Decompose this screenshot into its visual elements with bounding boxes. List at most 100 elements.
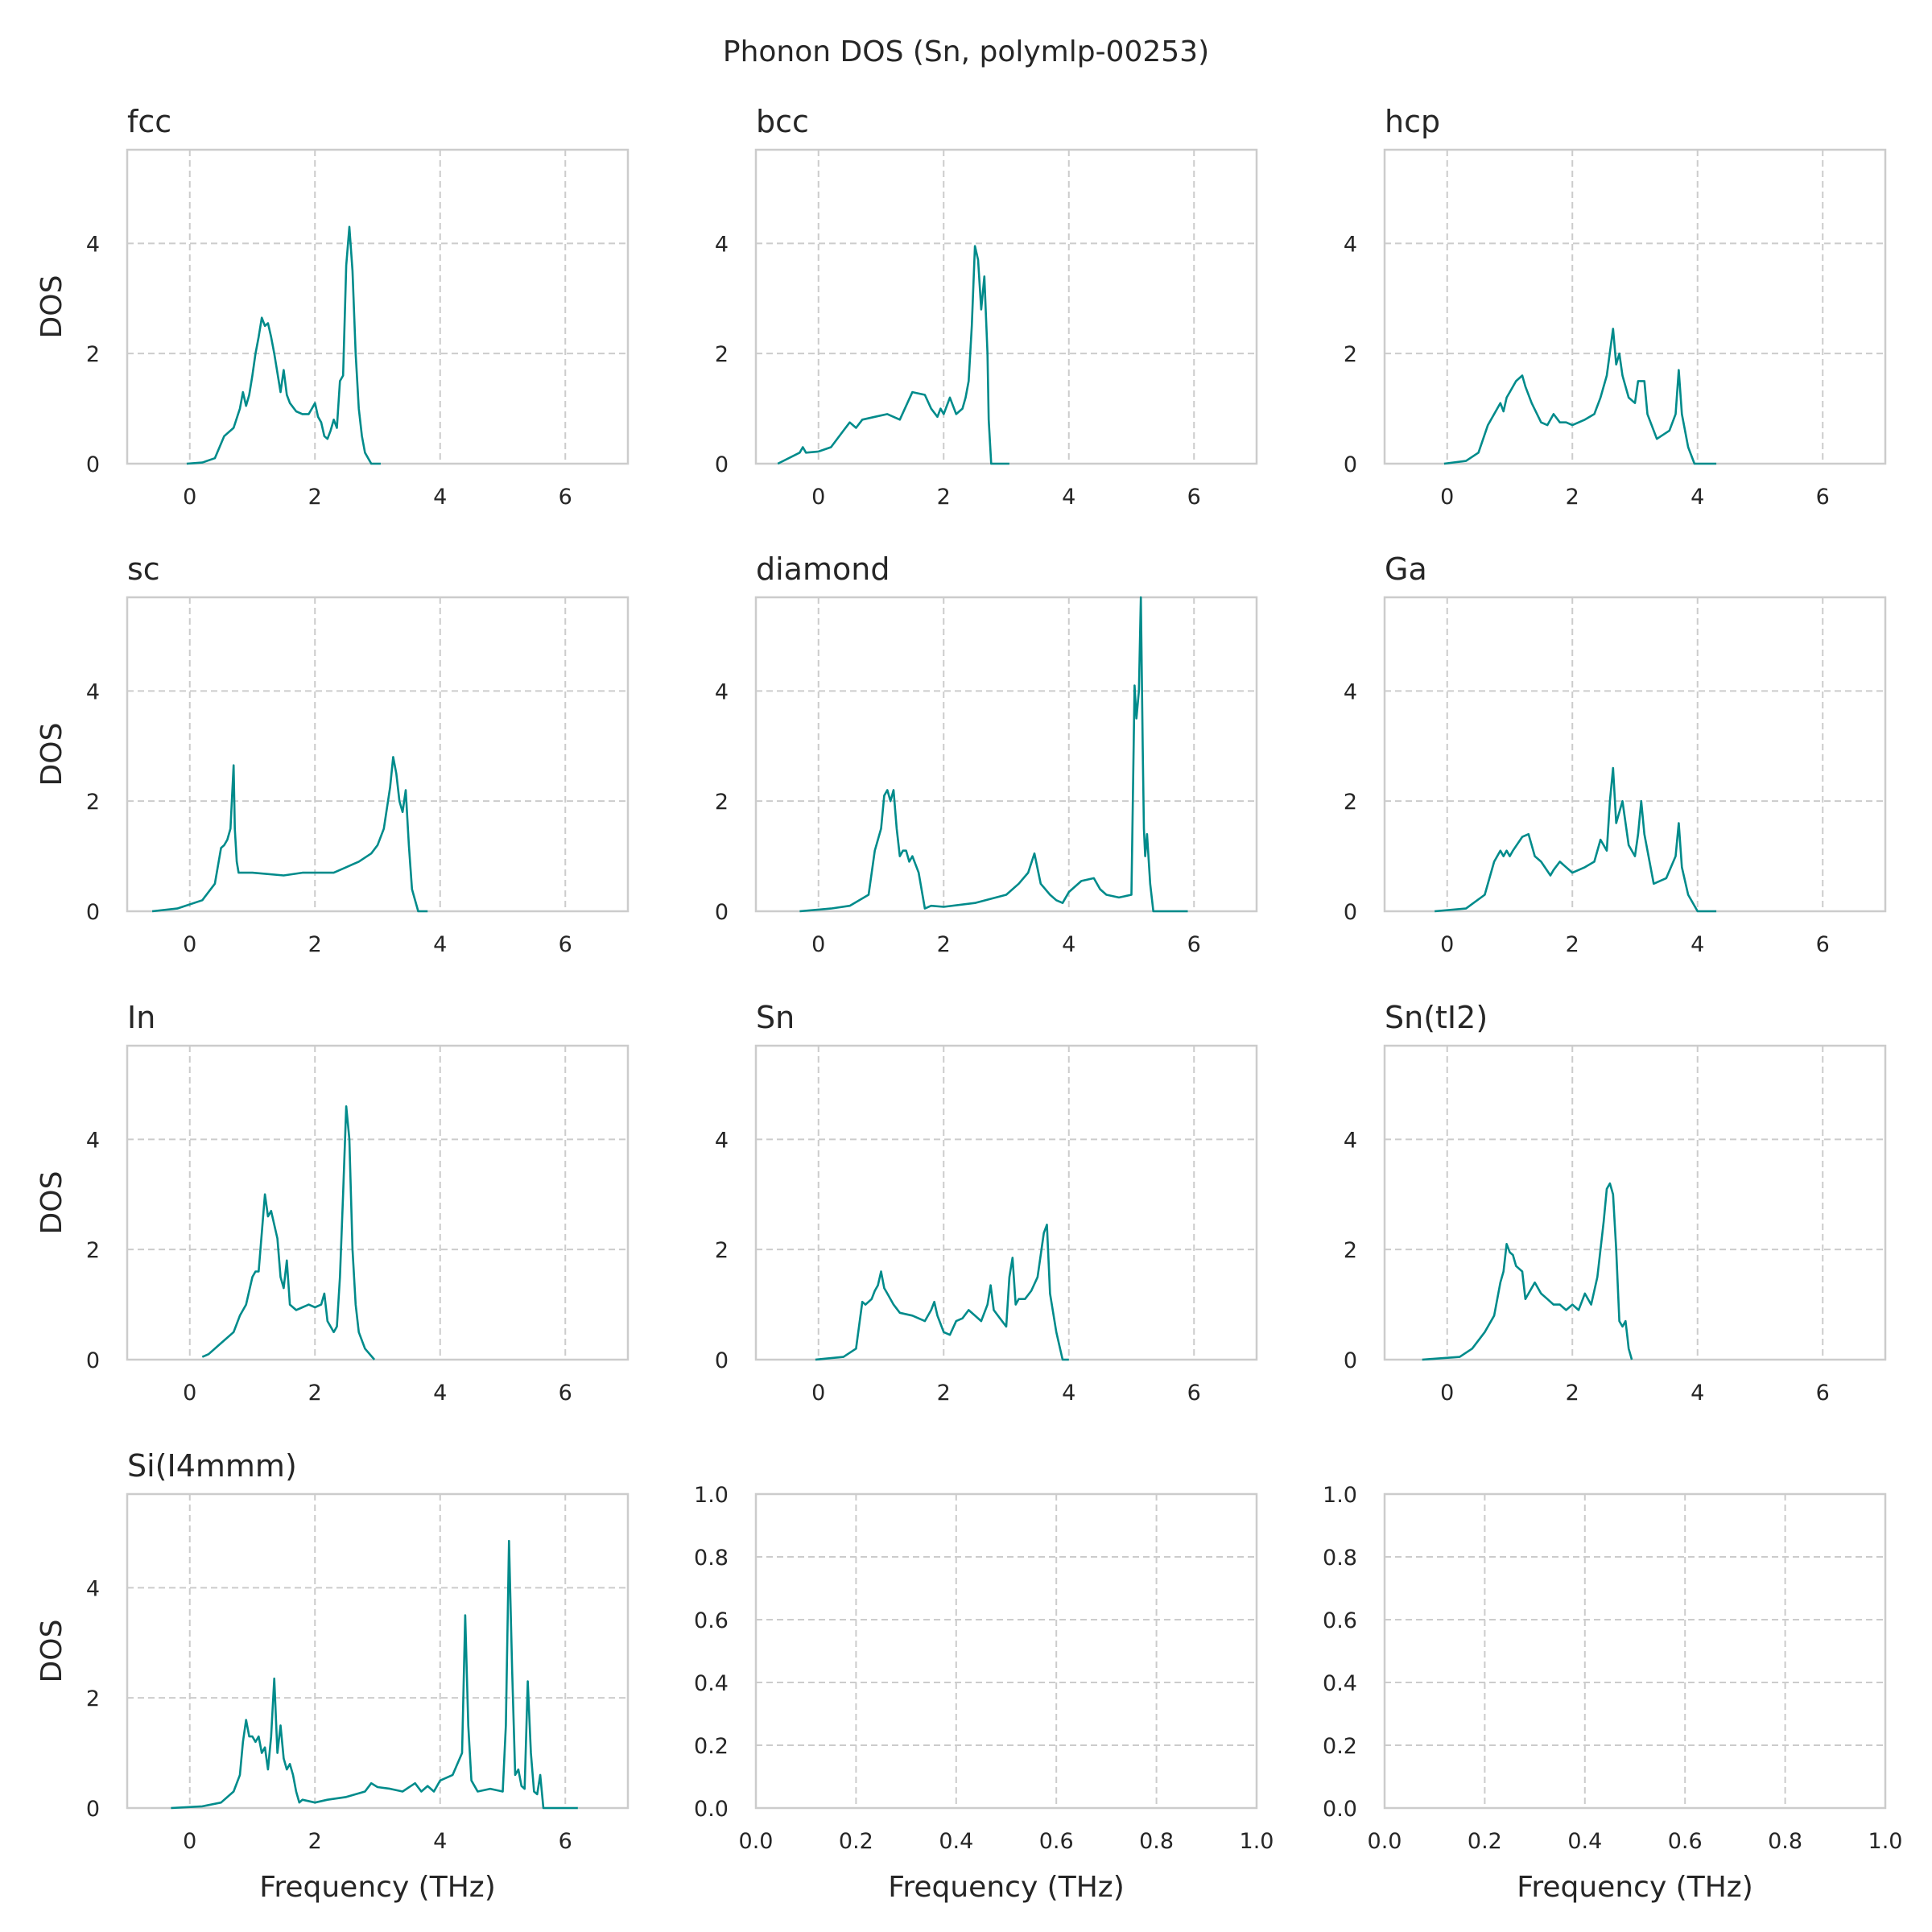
y-tick-label: 0.2	[1323, 1734, 1357, 1759]
y-tick-label: 2	[715, 342, 729, 367]
axes-frame	[1383, 1044, 1887, 1361]
dos-panel: 0 2 4 6 0 2 4 diamond	[715, 551, 1258, 957]
y-axis-label: DOS	[35, 1620, 68, 1683]
y-tick-label: 0.6	[694, 1608, 729, 1633]
dos-curve	[777, 245, 1009, 465]
dos-panel: 0 2 4 6 0 2 4 bcc	[715, 104, 1258, 510]
axes-frame	[1383, 596, 1887, 913]
x-tick-label: 2	[1566, 932, 1579, 957]
dos-curve	[1422, 1182, 1633, 1361]
x-tick-label: 4	[433, 485, 447, 510]
dos-panel: 0 2 4 6 0 2 4 Sn(tI2)	[1344, 1000, 1887, 1406]
y-tick-label: 1.0	[694, 1483, 729, 1508]
axes-frame	[126, 1492, 630, 1810]
panel-title: Sn	[756, 1000, 795, 1035]
axes-frame	[126, 596, 630, 913]
y-axis-label: DOS	[35, 1171, 68, 1235]
x-tick-label: 4	[1062, 485, 1075, 510]
x-tick-label: 2	[308, 1381, 322, 1406]
panel-title: diamond	[756, 551, 890, 587]
x-tick-label: 4	[1062, 1381, 1075, 1406]
dos-curve	[1435, 766, 1717, 913]
dos-curve	[799, 596, 1188, 913]
y-tick-label: 0	[1344, 1348, 1357, 1373]
x-tick-label: 6	[1187, 485, 1201, 510]
axes-frame	[754, 596, 1258, 913]
y-tick-label: 0	[86, 1797, 100, 1822]
x-tick-label: 2	[308, 485, 322, 510]
x-tick-label: 4	[1690, 1381, 1704, 1406]
x-tick-label: 4	[433, 932, 447, 957]
y-tick-label: 0	[715, 452, 729, 477]
y-tick-label: 4	[1344, 232, 1357, 257]
y-tick-label: 4	[715, 1128, 729, 1153]
x-tick-label: 6	[559, 1381, 572, 1406]
x-tick-label: 4	[1062, 932, 1075, 957]
x-tick-label: 4	[1690, 932, 1704, 957]
y-tick-label: 2	[1344, 342, 1357, 367]
dos-panel: 0 2 4 6 0 2 4 In DOS	[35, 1000, 630, 1406]
dos-panel: 0.0 0.2 0.4 0.6 0.8 1.0 0.0 0.2 0.4 0.6 0.8 1.0 Freq…	[694, 1483, 1274, 1904]
x-tick-label: 0.6	[1668, 1829, 1703, 1854]
dos-panel: 0 2 4 6 0 2 4 fcc DOS	[35, 104, 630, 510]
axes-frame	[126, 1044, 630, 1361]
y-tick-label: 0	[86, 1348, 100, 1373]
panel-title: bcc	[756, 104, 809, 139]
x-tick-label: 2	[937, 932, 951, 957]
axes-frame	[126, 148, 630, 465]
panel-title: In	[127, 1000, 155, 1035]
y-tick-label: 2	[715, 790, 729, 815]
x-tick-label: 6	[559, 1829, 572, 1854]
x-tick-label: 4	[433, 1381, 447, 1406]
y-tick-label: 2	[715, 1238, 729, 1263]
dos-panel: 0 2 4 6 0 2 4 Ga	[1344, 551, 1887, 957]
figure-title: Phonon DOS (Sn, polymlp-00253)	[723, 35, 1209, 68]
dos-panel: 0 2 4 6 0 2 4 hcp	[1344, 104, 1887, 510]
y-tick-label: 0.8	[694, 1546, 729, 1571]
x-tick-label: 0	[1440, 932, 1454, 957]
x-tick-label: 1.0	[1240, 1829, 1274, 1854]
dos-curve	[201, 1105, 376, 1360]
dos-panel: 0 2 4 6 0 2 4 Si(I4mmm) Frequency (THz) DOS	[35, 1448, 630, 1904]
x-tick-label: 2	[1566, 485, 1579, 510]
x-tick-label: 1.0	[1868, 1829, 1903, 1854]
y-tick-label: 2	[86, 1238, 100, 1263]
y-axis-label: DOS	[35, 275, 68, 339]
y-tick-label: 0.2	[694, 1734, 729, 1759]
panel-title: sc	[127, 551, 160, 587]
panel-title: fcc	[127, 104, 171, 139]
x-tick-label: 0.8	[1139, 1829, 1174, 1854]
y-tick-label: 0.8	[1323, 1546, 1357, 1571]
dos-curve	[186, 225, 381, 465]
x-tick-label: 0	[183, 485, 196, 510]
y-tick-label: 2	[86, 342, 100, 367]
x-tick-label: 2	[937, 1381, 951, 1406]
y-tick-label: 0.4	[1323, 1671, 1357, 1696]
x-tick-label: 0.8	[1768, 1829, 1802, 1854]
axes-frame	[754, 1044, 1258, 1361]
x-tick-label: 6	[559, 932, 572, 957]
x-tick-label: 0.6	[1039, 1829, 1074, 1854]
y-tick-label: 2	[86, 1686, 100, 1711]
axes-frame	[754, 148, 1258, 465]
axes-frame	[1383, 1492, 1887, 1810]
y-tick-label: 0.0	[694, 1797, 729, 1822]
y-tick-label: 0.4	[694, 1671, 729, 1696]
x-tick-label: 0.4	[1567, 1829, 1602, 1854]
x-tick-label: 4	[1690, 485, 1704, 510]
y-tick-label: 4	[715, 232, 729, 257]
x-tick-label: 0	[1440, 1381, 1454, 1406]
dos-curve	[815, 1224, 1069, 1361]
x-tick-label: 0	[811, 485, 825, 510]
panel-title: Sn(tI2)	[1385, 1000, 1488, 1035]
y-tick-label: 2	[1344, 790, 1357, 815]
x-axis-label: Frequency (THz)	[259, 1871, 495, 1904]
x-tick-label: 0	[1440, 485, 1454, 510]
dos-curve	[151, 756, 428, 913]
x-tick-label: 6	[1816, 485, 1830, 510]
y-axis-label: DOS	[35, 723, 68, 786]
panel-title: hcp	[1385, 104, 1440, 139]
y-tick-label: 4	[86, 1128, 100, 1153]
x-tick-label: 6	[1187, 932, 1201, 957]
